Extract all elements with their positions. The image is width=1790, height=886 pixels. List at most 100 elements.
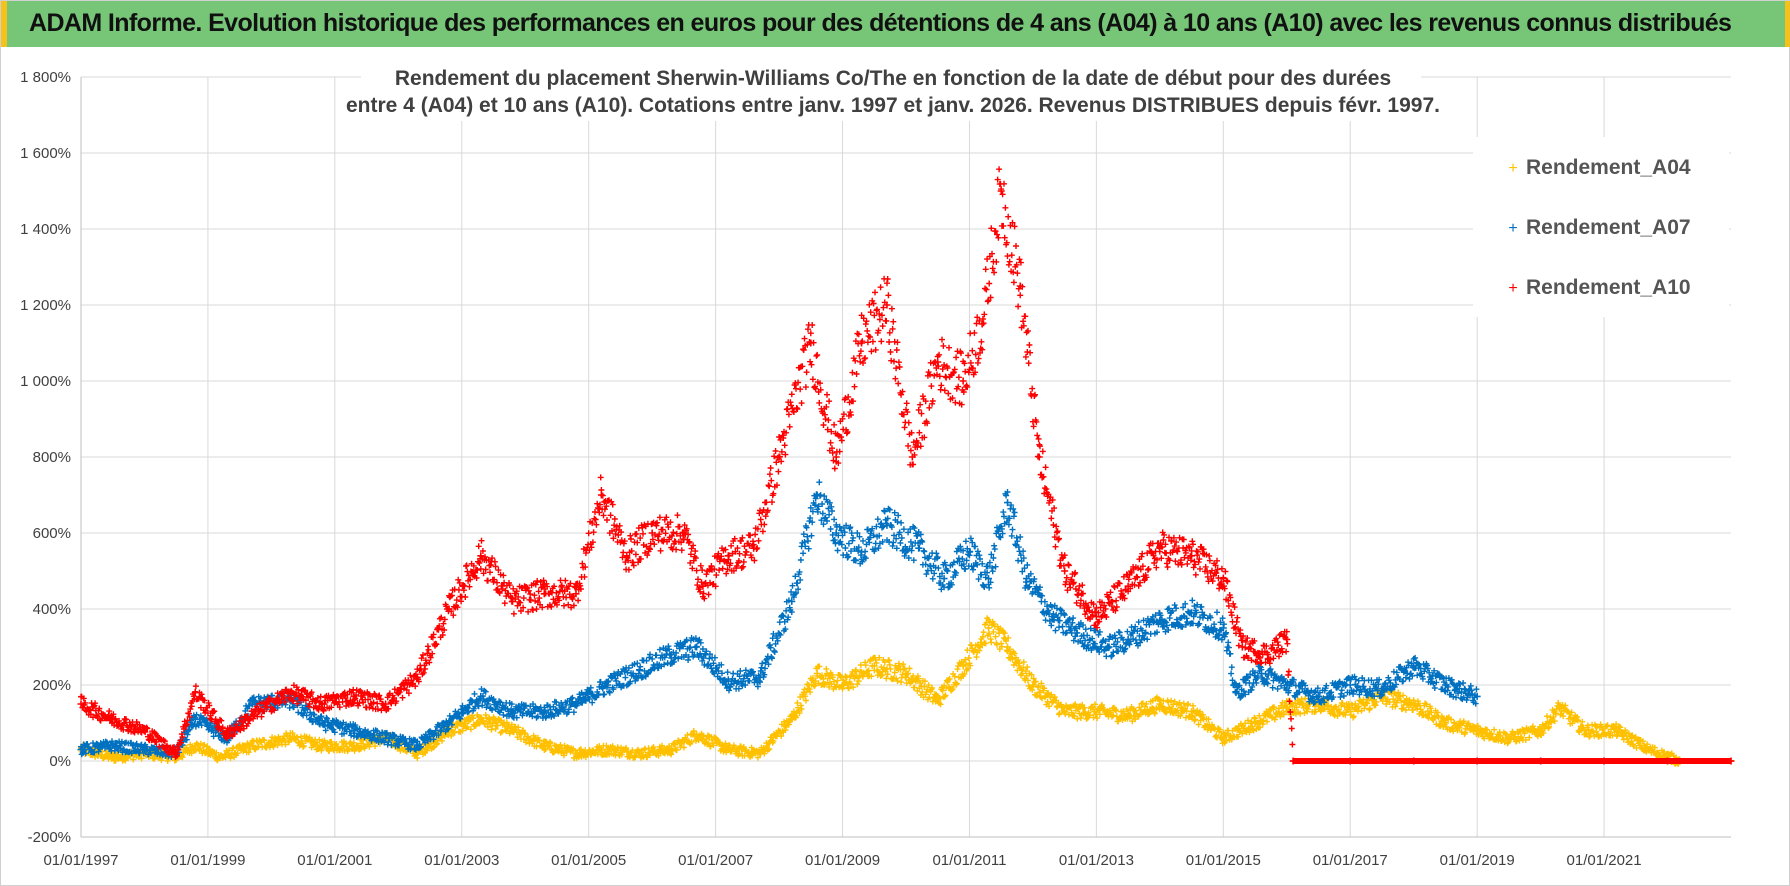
series-Rendement_A10 bbox=[77, 166, 1735, 765]
data-point bbox=[540, 590, 548, 598]
data-point bbox=[1016, 282, 1024, 290]
x-tick-label: 01/01/2015 bbox=[1186, 852, 1261, 869]
data-point bbox=[318, 700, 326, 708]
data-point bbox=[756, 749, 764, 757]
data-point bbox=[693, 730, 701, 738]
data-point bbox=[509, 708, 517, 716]
data-point bbox=[140, 746, 148, 754]
data-point bbox=[635, 749, 643, 757]
data-point bbox=[540, 708, 548, 716]
data-point bbox=[445, 605, 453, 613]
data-point bbox=[959, 662, 967, 670]
data-point bbox=[1283, 635, 1291, 643]
data-point bbox=[965, 548, 973, 556]
x-tick-label: 01/01/2021 bbox=[1567, 852, 1642, 869]
data-point bbox=[915, 544, 923, 552]
data-point bbox=[724, 552, 732, 560]
data-point bbox=[172, 749, 180, 757]
data-point bbox=[813, 491, 821, 499]
data-point bbox=[1029, 681, 1037, 689]
data-point bbox=[724, 677, 732, 685]
data-point bbox=[788, 715, 796, 723]
data-point bbox=[883, 521, 891, 529]
data-point bbox=[985, 575, 992, 583]
data-point bbox=[1219, 624, 1227, 632]
data-point bbox=[1004, 499, 1012, 507]
data-point bbox=[997, 187, 1005, 195]
y-axis-tick-labels: -200% 0% 200% 400% 600% 800% 1 000% 1 200% 1 400… bbox=[20, 69, 71, 846]
data-point bbox=[477, 552, 485, 560]
data-point bbox=[940, 575, 948, 583]
data-point bbox=[1092, 708, 1100, 716]
legend-label-a04: Rendement_A04 bbox=[1526, 156, 1691, 179]
x-tick-label: 01/01/2001 bbox=[297, 852, 372, 869]
data-point bbox=[1061, 567, 1069, 575]
data-point bbox=[902, 670, 910, 678]
data-point bbox=[1188, 552, 1196, 560]
data-point bbox=[191, 689, 199, 697]
data-point bbox=[1105, 643, 1113, 651]
data-point bbox=[693, 643, 701, 651]
data-point bbox=[1505, 734, 1513, 742]
data-point bbox=[959, 377, 967, 385]
data-point bbox=[1289, 757, 1297, 765]
x-tick-label: 01/01/2019 bbox=[1440, 852, 1515, 869]
data-point bbox=[807, 339, 815, 347]
legend-marker-a10: + bbox=[1508, 280, 1517, 297]
legend: + Rendement_A04 + Rendement_A07 + Rendem… bbox=[1473, 137, 1729, 317]
data-point bbox=[985, 624, 992, 632]
data-point bbox=[109, 742, 117, 750]
data-point bbox=[509, 597, 517, 605]
data-point bbox=[1346, 757, 1354, 765]
data-point bbox=[1473, 692, 1481, 700]
data-point bbox=[572, 590, 580, 598]
data-point bbox=[635, 666, 643, 674]
x-tick-label: 01/01/1997 bbox=[43, 852, 118, 869]
legend-marker-a07: + bbox=[1508, 220, 1517, 237]
data-point bbox=[1645, 746, 1652, 754]
grid-lines bbox=[80, 76, 1731, 838]
data-point bbox=[413, 742, 421, 750]
data-point bbox=[1473, 727, 1481, 735]
data-point bbox=[248, 700, 256, 708]
data-point bbox=[1188, 708, 1196, 716]
data-point bbox=[1346, 681, 1354, 689]
data-point bbox=[1188, 609, 1196, 617]
y-tick-label: -200% bbox=[28, 829, 71, 846]
data-point bbox=[1251, 719, 1259, 727]
data-point bbox=[699, 582, 707, 590]
legend-label-a07: Rendement_A07 bbox=[1526, 216, 1691, 239]
data-point bbox=[140, 727, 148, 735]
data-point bbox=[1410, 700, 1418, 708]
data-point bbox=[1124, 635, 1132, 643]
data-point bbox=[1600, 757, 1608, 765]
data-point bbox=[756, 673, 764, 681]
data-point bbox=[1124, 711, 1132, 719]
data-point bbox=[604, 746, 612, 754]
y-tick-label: 600% bbox=[33, 525, 71, 542]
data-point bbox=[908, 453, 916, 461]
legend-marker-a04: + bbox=[1508, 160, 1517, 177]
data-point bbox=[1061, 708, 1069, 716]
x-tick-label: 01/01/2017 bbox=[1313, 852, 1388, 869]
data-point bbox=[813, 670, 821, 678]
data-point bbox=[286, 734, 294, 742]
series-markers-Rendement_A04 bbox=[78, 615, 1734, 767]
data-point bbox=[788, 597, 796, 605]
data-point bbox=[572, 700, 580, 708]
x-tick-label: 01/01/2005 bbox=[551, 852, 626, 869]
data-point bbox=[350, 742, 358, 750]
data-point bbox=[109, 753, 117, 761]
data-point bbox=[413, 673, 421, 681]
data-point bbox=[191, 715, 199, 723]
legend-label-a10: Rendement_A10 bbox=[1526, 276, 1691, 299]
data-point bbox=[318, 719, 326, 727]
x-tick-label: 01/01/2009 bbox=[805, 852, 880, 869]
data-point bbox=[839, 681, 847, 689]
data-point bbox=[382, 700, 390, 708]
data-point bbox=[1048, 613, 1056, 621]
data-point bbox=[509, 727, 517, 735]
performance-chart: -200% 0% 200% 400% 600% 800% 1 000% 1 200% 1 400… bbox=[20, 61, 1735, 869]
x-tick-label: 01/01/2013 bbox=[1059, 852, 1134, 869]
data-point bbox=[1035, 453, 1043, 461]
